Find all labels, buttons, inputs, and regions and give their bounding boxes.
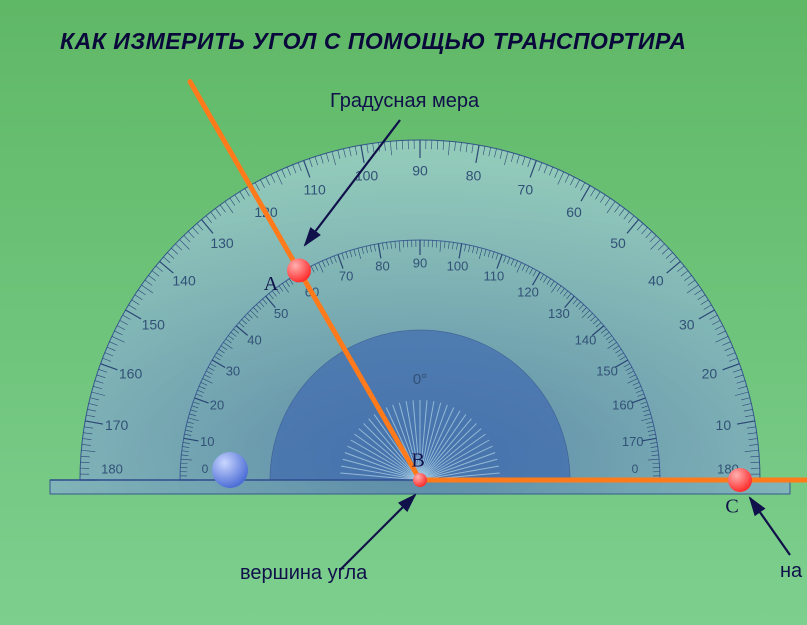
svg-text:80: 80 [375, 259, 389, 274]
blue-ball [212, 452, 248, 488]
svg-text:40: 40 [247, 333, 261, 348]
svg-text:0: 0 [202, 462, 209, 476]
point-C [728, 468, 752, 492]
svg-text:100: 100 [447, 259, 469, 274]
svg-text:150: 150 [596, 363, 618, 378]
svg-text:130: 130 [548, 306, 570, 321]
annotation-arrow [340, 495, 415, 570]
svg-text:60: 60 [566, 204, 582, 220]
svg-text:A: A [264, 273, 279, 295]
point-B [413, 473, 427, 487]
svg-text:90: 90 [412, 163, 428, 179]
svg-text:70: 70 [518, 181, 534, 197]
annotation-arrow [750, 498, 790, 555]
svg-text:180: 180 [101, 461, 123, 476]
diagram-canvas: КАК ИЗМЕРИТЬ УГОЛ С ПОМОЩЬЮ ТРАНСПОРТИРА… [0, 0, 807, 625]
svg-text:140: 140 [575, 333, 597, 348]
svg-text:160: 160 [119, 365, 143, 381]
svg-text:0: 0 [632, 462, 639, 476]
svg-text:C: C [725, 496, 738, 518]
svg-text:0°: 0° [413, 371, 427, 388]
svg-text:20: 20 [210, 398, 224, 413]
svg-text:50: 50 [274, 306, 288, 321]
svg-text:10: 10 [200, 434, 214, 449]
svg-text:90: 90 [413, 255, 427, 270]
svg-text:150: 150 [142, 317, 166, 333]
protractor-svg: 1020304050607080901001101201301401501601… [0, 0, 807, 625]
svg-text:40: 40 [648, 273, 664, 289]
svg-text:10: 10 [716, 417, 732, 433]
svg-text:30: 30 [226, 363, 240, 378]
svg-text:170: 170 [622, 434, 644, 449]
svg-text:50: 50 [610, 235, 626, 251]
svg-text:B: B [411, 450, 424, 472]
svg-text:20: 20 [702, 365, 718, 381]
svg-text:70: 70 [339, 268, 353, 283]
svg-text:110: 110 [303, 181, 326, 197]
svg-text:130: 130 [210, 235, 234, 251]
svg-text:110: 110 [484, 268, 505, 283]
svg-text:140: 140 [172, 273, 196, 289]
svg-text:160: 160 [612, 398, 634, 413]
svg-text:30: 30 [679, 317, 695, 333]
svg-text:80: 80 [466, 167, 482, 183]
svg-text:120: 120 [517, 284, 539, 299]
svg-text:170: 170 [105, 417, 129, 433]
point-A [287, 258, 311, 282]
